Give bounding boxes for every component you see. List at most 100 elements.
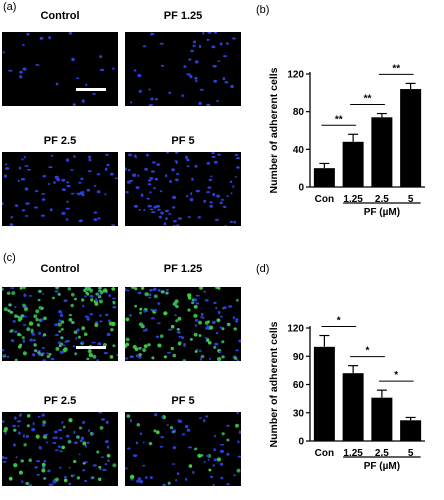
cell-nucleus: [98, 412, 102, 414]
cell-nucleus: [194, 60, 199, 64]
cell-nucleus: [236, 412, 239, 415]
cell-nucleus: [38, 447, 42, 450]
green-cell: [198, 334, 202, 337]
green-cell: [138, 346, 142, 350]
cell-nucleus: [142, 464, 146, 467]
cell-nucleus: [191, 177, 194, 181]
cell-nucleus: [108, 294, 111, 298]
green-cell: [193, 304, 198, 309]
cell-nucleus: [58, 319, 62, 322]
green-cell: [139, 311, 143, 315]
cell-nucleus: [149, 191, 152, 194]
green-cell: [221, 432, 225, 436]
cell-nucleus: [195, 348, 199, 351]
green-cell: [42, 420, 47, 425]
cell-nucleus: [54, 290, 59, 293]
cell-nucleus: [220, 315, 223, 318]
green-cell: [81, 298, 85, 302]
cell-nucleus: [154, 413, 158, 417]
cell-nucleus: [146, 197, 150, 200]
cell-nucleus: [236, 359, 240, 361]
green-cell: [90, 298, 94, 302]
cell-nucleus: [226, 452, 230, 456]
cell-nucleus: [106, 332, 111, 337]
green-cell: [58, 344, 62, 347]
cell-nucleus: [178, 335, 182, 338]
green-cell: [42, 434, 48, 439]
cell-nucleus: [79, 439, 83, 443]
cell-nucleus: [21, 480, 24, 483]
green-cell: [67, 439, 72, 444]
green-cell: [46, 354, 51, 359]
cell-nucleus: [59, 437, 63, 440]
cell-nucleus: [168, 91, 172, 94]
cell-nucleus: [10, 339, 15, 343]
cell-nucleus: [2, 420, 5, 423]
green-cell: [213, 345, 217, 349]
cell-nucleus: [26, 32, 30, 36]
cell-nucleus: [22, 434, 25, 438]
cell-nucleus: [89, 294, 94, 298]
green-cell: [76, 435, 80, 439]
y-tick-label: 120: [287, 324, 304, 335]
cell-nucleus: [203, 460, 206, 463]
green-cell: [236, 468, 241, 473]
green-cell: [55, 287, 60, 290]
cell-nucleus: [12, 320, 16, 323]
cell-nucleus: [149, 177, 154, 180]
cell-nucleus: [219, 462, 224, 466]
green-cell: [10, 328, 14, 332]
cell-nucleus: [14, 306, 17, 308]
cell-nucleus: [152, 33, 155, 35]
cell-nucleus: [56, 178, 61, 182]
green-cell: [177, 342, 182, 346]
cell-nucleus: [10, 215, 13, 219]
green-cell: [194, 350, 198, 353]
green-cell: [98, 465, 102, 469]
cell-nucleus: [47, 469, 51, 473]
green-cell: [23, 304, 26, 308]
cell-nucleus: [165, 174, 168, 178]
green-cell: [13, 428, 17, 432]
cell-nucleus: [50, 154, 54, 157]
green-cell: [67, 287, 72, 291]
cell-nucleus: [176, 331, 181, 334]
green-cell: [60, 320, 65, 324]
cell-nucleus: [52, 436, 56, 439]
x-tick-label: 2.5: [375, 448, 389, 459]
cell-nucleus: [101, 418, 105, 421]
cell-nucleus: [53, 181, 56, 184]
green-cell: [70, 292, 75, 297]
cell-nucleus: [80, 436, 85, 440]
cell-nucleus: [203, 290, 207, 293]
green-cell: [140, 287, 145, 290]
cell-nucleus: [166, 152, 169, 154]
cell-nucleus: [212, 484, 215, 486]
green-cell: [14, 358, 18, 361]
cell-nucleus: [181, 433, 186, 436]
green-cell: [125, 337, 130, 342]
cell-nucleus: [41, 193, 46, 195]
cell-nucleus: [52, 478, 56, 483]
cell-nucleus: [202, 32, 205, 35]
cell-nucleus: [199, 88, 204, 91]
x-tick-label: 5: [408, 194, 414, 205]
cell-nucleus: [133, 154, 137, 157]
bar: [400, 89, 422, 187]
cell-nucleus: [94, 298, 98, 302]
cell-nucleus: [104, 167, 108, 171]
cell-nucleus: [33, 338, 36, 342]
cell-nucleus: [212, 464, 215, 467]
cell-nucleus: [102, 468, 107, 471]
bar: [371, 397, 393, 441]
green-cell: [136, 423, 140, 427]
cell-nucleus: [34, 466, 38, 469]
x-tick-label: 1.25: [343, 448, 363, 459]
green-cell: [233, 327, 237, 331]
green-cell: [94, 323, 99, 328]
cell-nucleus: [220, 198, 224, 201]
green-cell: [71, 320, 75, 325]
cell-nucleus: [171, 463, 176, 465]
green-cell: [143, 344, 148, 349]
cell-nucleus: [8, 69, 13, 72]
